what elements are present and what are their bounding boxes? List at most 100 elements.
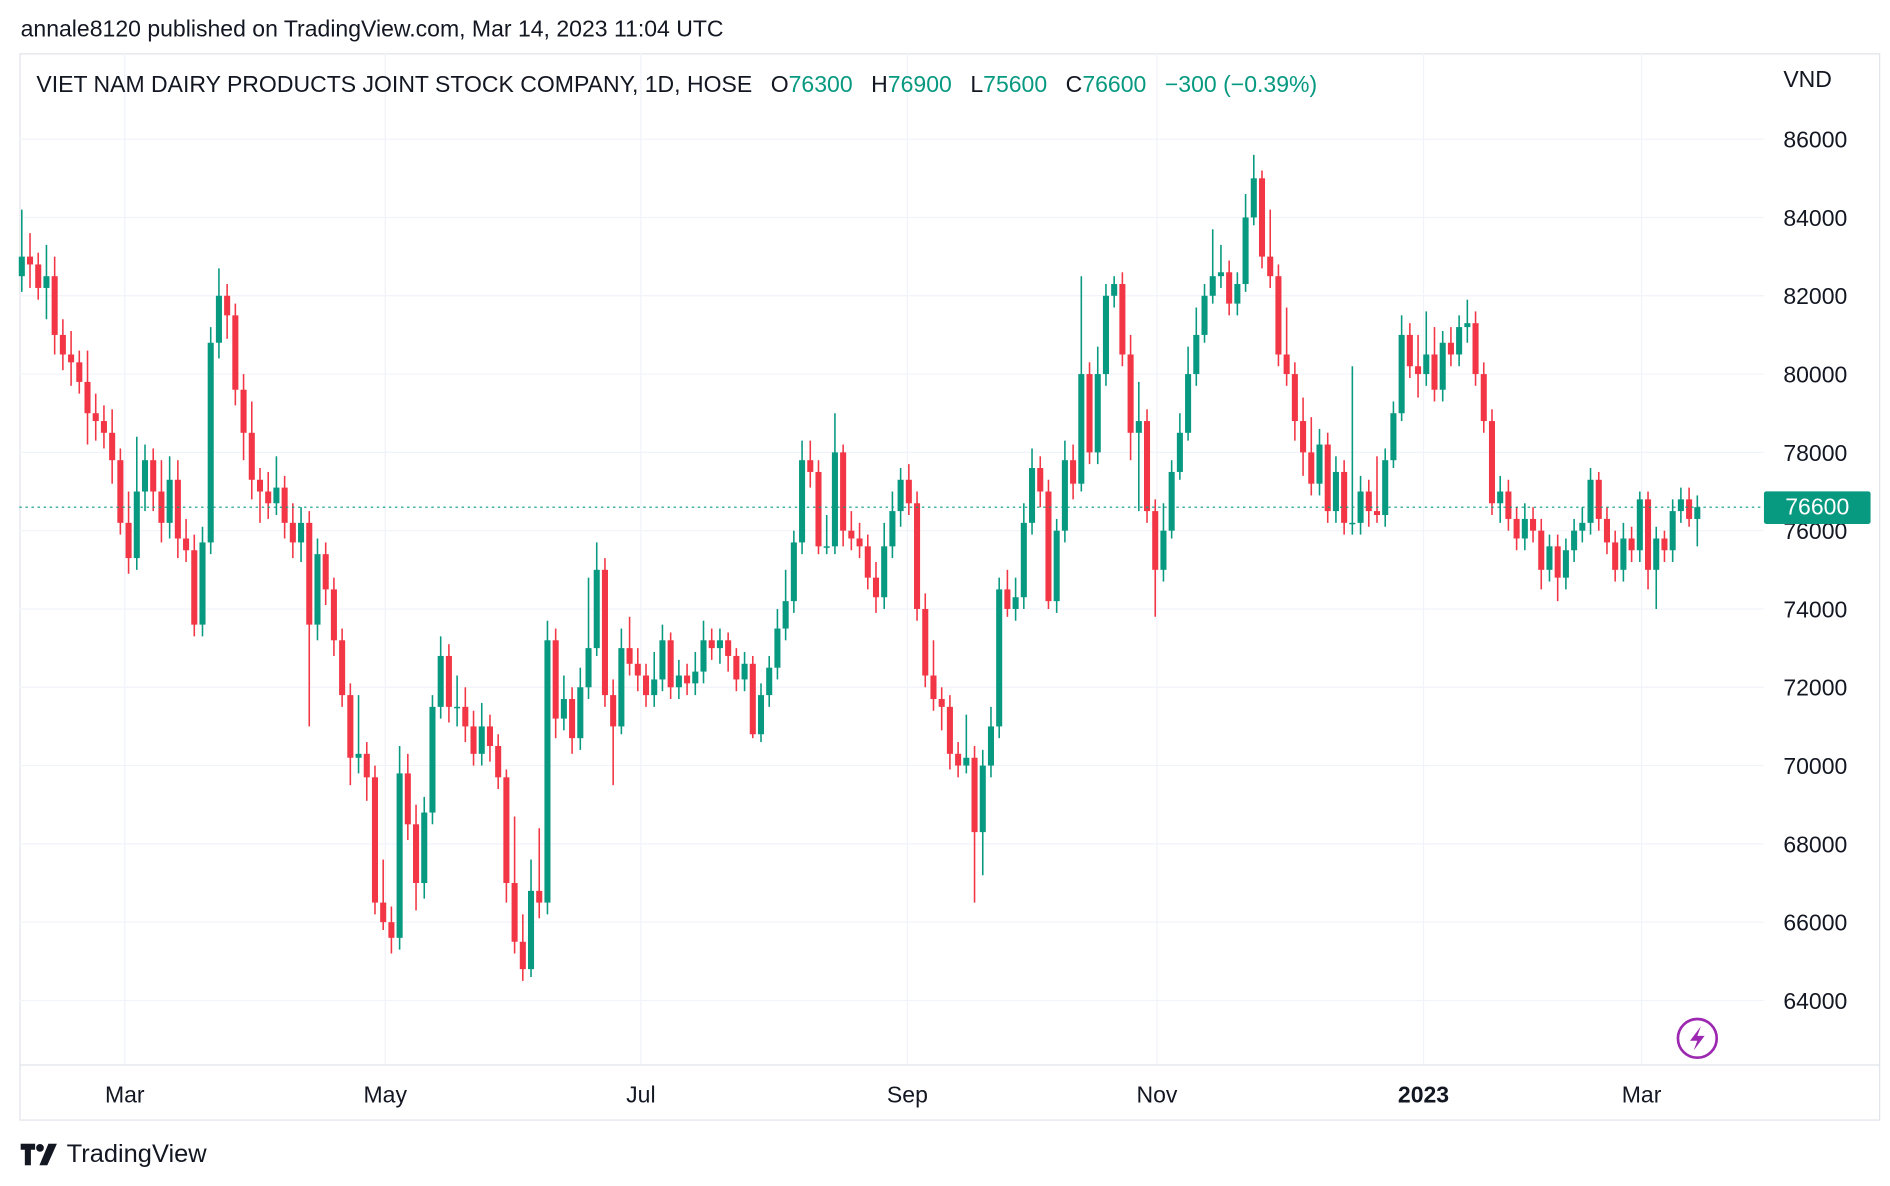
candle: [248, 401, 255, 500]
candle: [1168, 460, 1175, 539]
candle: [43, 244, 50, 320]
candle: [199, 526, 206, 637]
candle-body: [503, 777, 510, 884]
candle: [528, 859, 535, 977]
candle: [1406, 323, 1413, 378]
candle-body: [298, 522, 305, 543]
candle: [1176, 413, 1183, 480]
time-tick-label: Mar: [105, 1082, 145, 1108]
candle: [782, 569, 789, 641]
candle: [1620, 522, 1627, 582]
candle-body: [914, 503, 921, 609]
high-label: H: [871, 72, 888, 99]
candle-body: [174, 479, 181, 539]
candle: [445, 644, 452, 723]
candle-body: [766, 667, 773, 696]
candle-body: [979, 765, 986, 833]
candle: [1390, 401, 1397, 469]
candle: [224, 284, 231, 339]
candle-body: [1341, 471, 1348, 523]
candle-body: [1645, 499, 1652, 570]
candle: [593, 542, 600, 656]
candle-body: [1176, 432, 1183, 472]
candle: [1645, 491, 1652, 590]
time-tick-label: 2023: [1398, 1082, 1449, 1108]
candle: [569, 687, 576, 754]
candle: [437, 636, 444, 719]
candle: [1373, 456, 1381, 523]
candle-body: [1456, 327, 1463, 355]
candle: [1291, 362, 1298, 441]
candle-body: [610, 695, 617, 727]
candle-body: [1226, 272, 1233, 304]
time-tick-label: May: [364, 1082, 408, 1108]
candle: [1579, 507, 1586, 543]
candle-body: [330, 589, 337, 641]
candle: [560, 675, 567, 731]
candle-body: [1300, 421, 1307, 453]
candle: [1127, 334, 1134, 461]
candle: [1267, 209, 1274, 288]
candle-body: [199, 542, 206, 625]
candle-body: [716, 640, 723, 649]
candle-body: [43, 276, 50, 288]
candle-body: [125, 522, 132, 559]
candle-body: [1398, 334, 1405, 414]
candle-body: [421, 812, 428, 884]
candle: [642, 663, 650, 707]
candle: [716, 628, 723, 664]
candle-body: [1373, 511, 1381, 516]
candle-body: [76, 362, 83, 382]
candle: [1694, 495, 1701, 547]
candle: [1513, 507, 1520, 551]
candle-body: [528, 890, 535, 970]
candle: [1020, 503, 1027, 609]
candle: [174, 460, 181, 559]
time-axis[interactable]: Mar May Jul Sep Nov 2023 Mar: [105, 1082, 1662, 1108]
candle: [930, 640, 937, 711]
candle-body: [905, 479, 912, 504]
candle-body: [799, 460, 806, 543]
candle-body: [1538, 530, 1545, 570]
candle-body: [166, 479, 173, 523]
candle-body: [404, 773, 411, 825]
candle-body: [396, 773, 403, 938]
candle: [815, 460, 822, 555]
lightning-bolt-icon[interactable]: [1676, 1017, 1719, 1060]
price-axis[interactable]: 8600084000820008000078000760007400072000…: [1783, 127, 1847, 1014]
candle-body: [1250, 178, 1257, 218]
candle: [774, 608, 781, 680]
candle: [692, 652, 699, 696]
candle: [1111, 276, 1118, 308]
candle-body: [1209, 276, 1216, 296]
candle: [314, 538, 321, 641]
candle-body: [1464, 323, 1471, 328]
candle: [667, 632, 674, 700]
candle: [881, 522, 888, 609]
candle: [191, 534, 198, 637]
candle-body: [1677, 499, 1684, 512]
candle-body: [486, 726, 493, 746]
candle: [1423, 311, 1430, 386]
candle-body: [1053, 530, 1060, 602]
candle-body: [1439, 342, 1446, 390]
candle: [1004, 569, 1011, 617]
candle-body: [675, 675, 682, 688]
low-value: 75600: [983, 72, 1048, 99]
candle: [1505, 479, 1512, 531]
candle-body: [1217, 272, 1224, 277]
candle-body: [265, 491, 272, 504]
symbol-title: VIET NAM DAIRY PRODUCTS JOINT STOCK COMP…: [36, 72, 753, 99]
candle-body: [363, 753, 370, 778]
candle: [848, 511, 855, 551]
candle: [421, 796, 428, 899]
candle-body: [1546, 546, 1553, 570]
candle-body: [413, 824, 420, 884]
candles: [18, 154, 1701, 981]
candle: [404, 753, 411, 840]
candle-body: [388, 922, 395, 938]
candle-body: [1653, 538, 1660, 570]
tradingview-brand[interactable]: TradingView: [20, 1140, 207, 1169]
candle: [273, 456, 280, 516]
